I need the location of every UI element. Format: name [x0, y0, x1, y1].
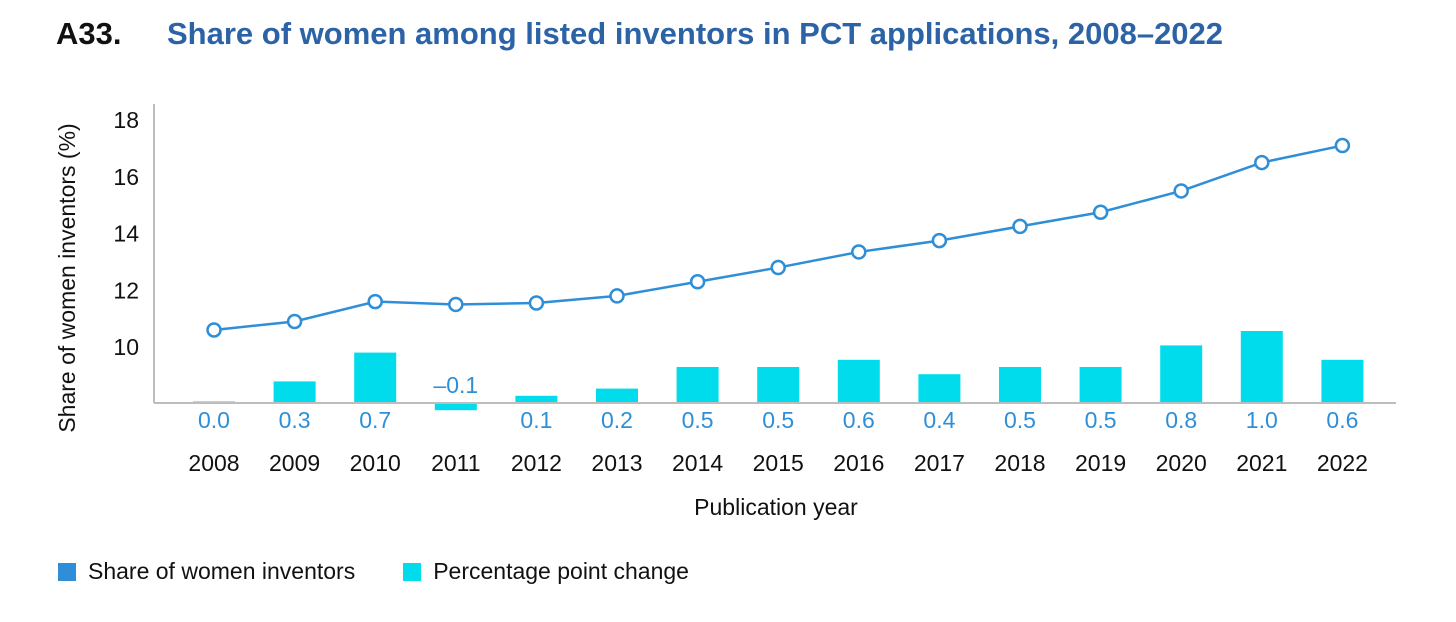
- x-axis-title: Publication year: [694, 494, 858, 520]
- legend-swatch-change: [403, 562, 422, 581]
- line-series: [206, 137, 1351, 338]
- x-tick-label: 2022: [1317, 450, 1368, 476]
- bar-2010: [354, 352, 397, 403]
- share-point-2012: [528, 295, 545, 311]
- change-label-2010: 0.7: [359, 407, 391, 433]
- y-tick-label: 18: [113, 107, 139, 133]
- share-point-2008: [206, 322, 222, 338]
- share-point-2016: [851, 244, 867, 260]
- figure-title: A33. Share of women among listed inventor…: [56, 16, 1223, 52]
- bar-2017: [918, 374, 961, 403]
- bar-2013: [596, 388, 638, 403]
- share-point-2022: [1334, 137, 1351, 154]
- share-line: [213, 144, 1343, 332]
- change-label-2014: 0.5: [682, 407, 714, 433]
- share-point-2014: [689, 273, 706, 290]
- x-tick-label: 2015: [753, 450, 804, 476]
- legend-label-share: Share of women inventors: [88, 558, 356, 584]
- x-tick-label: 2011: [431, 450, 480, 476]
- x-tick-label: 2019: [1075, 450, 1126, 476]
- change-label-2017: 0.4: [923, 407, 955, 433]
- y-axis: 10 12 14 16 18 Share of women inventors (%): [54, 104, 155, 433]
- share-point-2021: [1254, 154, 1270, 171]
- share-point-2020: [1173, 183, 1189, 199]
- x-tick-label: 2017: [914, 450, 965, 476]
- figure-title-text: Share of women among listed inventors in…: [167, 16, 1224, 51]
- x-tick-label: 2014: [672, 450, 723, 476]
- x-tick-label: 2009: [269, 450, 320, 476]
- y-tick-label: 16: [113, 164, 139, 190]
- change-label-2009: 0.3: [279, 407, 311, 433]
- share-point-2009: [286, 313, 303, 330]
- bar-2022: [1321, 359, 1364, 403]
- x-tick-label: 2008: [188, 450, 239, 476]
- x-tick-label: 2018: [994, 450, 1045, 476]
- change-label-2021: 1.0: [1246, 407, 1278, 433]
- share-point-2013: [609, 288, 625, 304]
- share-point-2011: [448, 296, 464, 313]
- change-label-2011: –0.1: [433, 372, 478, 398]
- bar-2020: [1160, 345, 1203, 403]
- change-label-2022: 0.6: [1326, 407, 1358, 433]
- x-tick-label: 2020: [1156, 450, 1207, 476]
- x-tick-label: 2016: [833, 450, 884, 476]
- share-point-2018: [1012, 218, 1028, 235]
- bar-series: [193, 331, 1364, 411]
- share-point-2015: [770, 259, 786, 276]
- bar-2012: [515, 395, 558, 403]
- bar-2021: [1240, 331, 1283, 403]
- bar-2016: [837, 359, 880, 403]
- bar-2014: [676, 367, 719, 403]
- labels: 0.0 0.3 0.7 –0.1 0.1 0.2 0.5 0.5 0.6 0.4 0.5 0.5 0.8…: [188, 372, 1368, 520]
- x-tick-label: 2013: [591, 450, 642, 476]
- y-tick-label: 12: [113, 277, 139, 303]
- share-point-2019: [1092, 204, 1109, 220]
- change-label-2020: 0.8: [1165, 407, 1197, 433]
- y-axis-title: Share of women inventors (%): [54, 123, 80, 432]
- legend: Share of women inventors Percentage poin…: [58, 558, 737, 585]
- change-label-2016: 0.6: [843, 407, 875, 433]
- change-label-2013: 0.2: [601, 407, 633, 433]
- share-point-2010: [367, 293, 383, 310]
- change-label-2018: 0.5: [1004, 407, 1036, 433]
- legend-item-share: Share of women inventors: [58, 558, 355, 585]
- share-point-2017: [931, 232, 948, 249]
- figure-number: A33.: [56, 16, 122, 51]
- x-tick-label: 2012: [511, 450, 562, 476]
- bar-2018: [999, 367, 1041, 403]
- x-tick-label: 2021: [1236, 450, 1287, 476]
- y-tick-label: 14: [113, 221, 139, 247]
- change-label-2012: 0.1: [520, 407, 552, 433]
- change-label-2015: 0.5: [762, 407, 794, 433]
- x-tick-label: 2010: [350, 450, 401, 476]
- change-label-2008: 0.0: [198, 407, 230, 433]
- legend-item-change: Percentage point change: [403, 558, 689, 585]
- bar-2009: [273, 381, 316, 403]
- change-label-2019: 0.5: [1085, 407, 1117, 433]
- legend-swatch-share: [58, 562, 76, 581]
- y-tick-label: 10: [113, 334, 139, 360]
- legend-label-change: Percentage point change: [433, 558, 689, 584]
- bar-2019: [1079, 367, 1122, 403]
- bar-2015: [757, 367, 800, 403]
- bar-2011: [434, 403, 477, 411]
